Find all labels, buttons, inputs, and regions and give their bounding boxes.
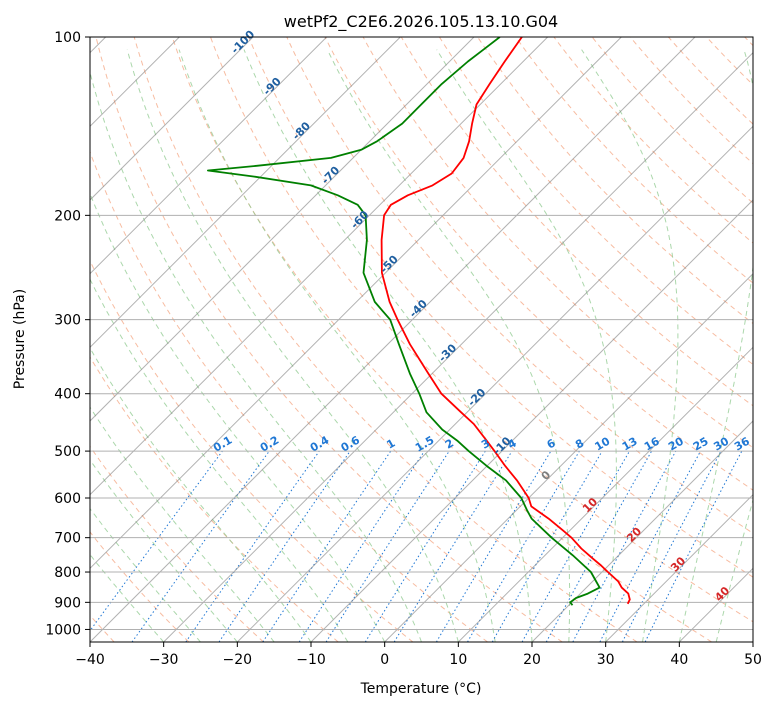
background-lines xyxy=(90,37,753,642)
dry-adiabat-7 xyxy=(133,37,638,642)
mixing-ratio-line-7 xyxy=(364,450,486,642)
isotherm-line-14 xyxy=(236,125,753,642)
moist-adiabat-2 xyxy=(90,459,238,642)
isotherm-line-7 xyxy=(90,37,328,275)
x-tick-label-2: −20 xyxy=(223,652,253,668)
x-tick-label-6: 20 xyxy=(523,652,541,668)
y-tick-label-6: 700 xyxy=(54,531,81,547)
dry-adiabat-9 xyxy=(210,37,753,623)
mixing-ratio-line-6 xyxy=(325,450,450,642)
mixing-ratio-line-14 xyxy=(572,450,677,642)
isotherm-line-18 xyxy=(531,420,753,642)
x-tick-label-9: 50 xyxy=(744,652,762,668)
dry-adiabat-12 xyxy=(324,37,753,491)
moist-adiabat-13 xyxy=(581,49,679,642)
mixing-ratio-line-3 xyxy=(218,450,351,642)
moist-adiabat-12 xyxy=(436,49,617,642)
dry-adiabat-10 xyxy=(248,37,753,578)
isotherm-line-17 xyxy=(457,346,753,642)
moist-adiabat-10 xyxy=(243,49,533,642)
dry-adiabat-6 xyxy=(95,37,563,642)
y-axis: 100 200 300 400 500 600 700 800 900 1000 xyxy=(45,30,90,638)
x-tick-label-8: 40 xyxy=(670,652,688,668)
dry-adiabat-15 xyxy=(438,37,753,365)
dry-adiabat-1 xyxy=(90,531,190,642)
mixing-ratio-line-8 xyxy=(393,450,513,642)
moist-adiabat-8 xyxy=(126,49,459,642)
isotherm-line-9 xyxy=(90,37,475,422)
moist-adiabat-6 xyxy=(90,192,386,642)
isotherm-line-13 xyxy=(163,51,753,642)
plot-frame xyxy=(89,36,754,643)
y-tick-label-9: 1000 xyxy=(45,622,81,638)
isotherm-line-6 xyxy=(90,37,254,201)
isotherm-line-11 xyxy=(90,37,622,570)
moist-adiabat-5 xyxy=(90,278,349,642)
profile-series-1 xyxy=(207,37,601,606)
mixing-ratio-line-9 xyxy=(435,450,552,642)
isotherm-line-16 xyxy=(384,272,753,642)
y-tick-label-0: 100 xyxy=(54,30,81,46)
y-tick-label-5: 600 xyxy=(54,491,81,507)
moist-adiabat-11 xyxy=(326,49,571,642)
isotherm-line-12 xyxy=(90,37,696,642)
isotherm-line-15 xyxy=(310,199,753,642)
moist-adiabat-1 xyxy=(90,507,201,642)
profile-series-0 xyxy=(380,37,631,605)
x-tick-label-3: −10 xyxy=(296,652,326,668)
mixing-ratio-line-2 xyxy=(185,450,320,642)
x-tick-label-4: 0 xyxy=(380,652,389,668)
mixing-ratio-line-1 xyxy=(131,450,270,642)
mixing-ratio-line-11 xyxy=(491,450,603,642)
mixing-ratio-line-0 xyxy=(90,450,223,632)
mixing-ratio-line-12 xyxy=(521,450,630,642)
isotherm-line-19 xyxy=(605,493,753,642)
mixing-ratio-line-10 xyxy=(467,450,580,642)
isotherm-line-8 xyxy=(90,37,401,349)
y-tick-label-8: 900 xyxy=(54,595,81,611)
y-tick-label-1: 200 xyxy=(54,208,81,224)
chart-title: wetPf2_C2E6.2026.105.13.10.G04 xyxy=(284,12,558,32)
y-tick-label-7: 800 xyxy=(54,565,81,581)
y-tick-label-2: 300 xyxy=(54,313,81,329)
dry-adiabat-11 xyxy=(286,37,753,534)
y-tick-label-4: 500 xyxy=(54,444,81,460)
moist-adiabat-7 xyxy=(90,70,422,642)
x-axis: −40 −30 −20 −10 0 10 20 30 40 50 xyxy=(75,642,762,668)
profile-lines xyxy=(207,37,631,606)
x-tick-label-0: −40 xyxy=(75,652,105,668)
dry-adiabat-4 xyxy=(90,259,414,642)
moist-adiabat-9 xyxy=(178,49,496,642)
x-tick-label-7: 30 xyxy=(597,652,615,668)
x-tick-label-1: −30 xyxy=(149,652,179,668)
moist-adiabat-0 xyxy=(90,553,165,642)
y-axis-label: Pressure (hPa) xyxy=(12,289,28,389)
isotherm-line-10 xyxy=(90,37,549,496)
moist-adiabat-14 xyxy=(678,49,753,642)
dry-adiabat-14 xyxy=(400,37,753,407)
x-axis-label: Temperature (°C) xyxy=(360,681,482,697)
x-tick-label-5: 10 xyxy=(449,652,467,668)
y-tick-label-3: 400 xyxy=(54,387,81,403)
